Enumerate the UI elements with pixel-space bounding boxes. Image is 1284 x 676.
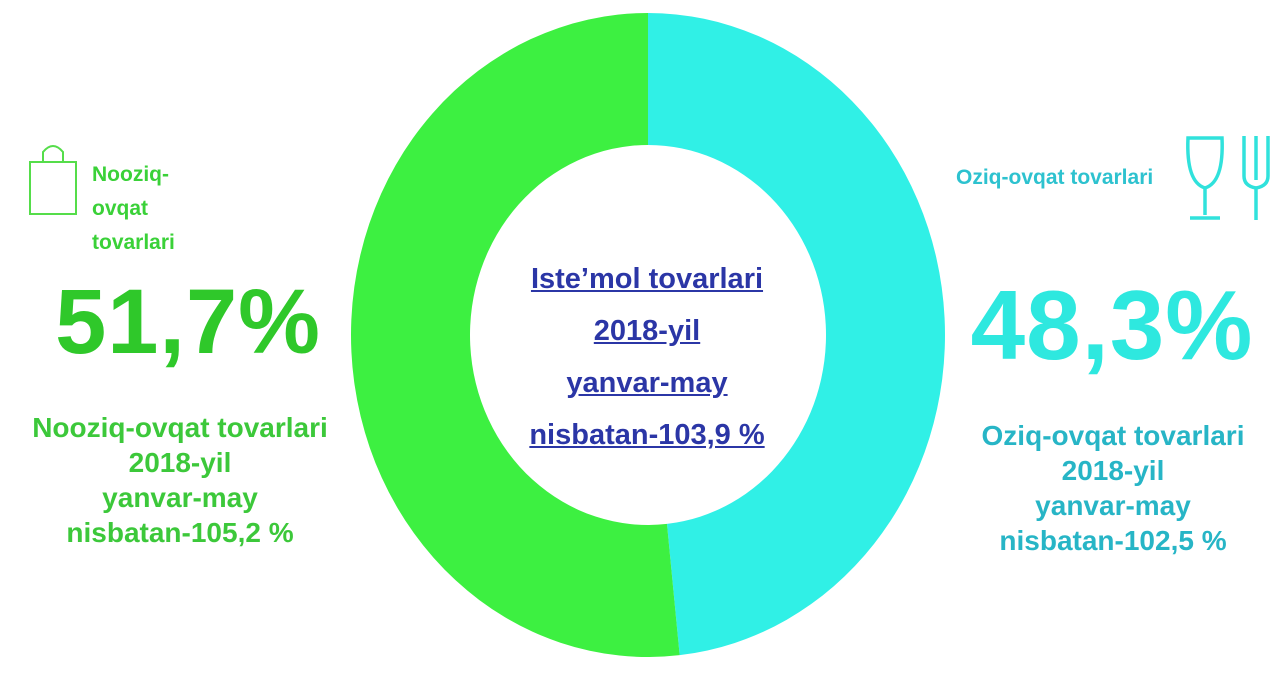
annotation: Oziq-ovqat tovarlari 2018-yil yanvar-may ni… bbox=[982, 418, 1245, 558]
value-label: 48,3% bbox=[970, 270, 1254, 380]
legend-label: Oziq-ovqat tovarlari bbox=[956, 166, 1154, 189]
annotation: Nooziq-ovqat tovarlari 2018-yil yanvar-may… bbox=[32, 410, 328, 550]
value-label: 51,7% bbox=[55, 271, 321, 373]
center-title-line: nisbatan-103,9 % bbox=[529, 419, 765, 451]
bag-icon bbox=[29, 145, 77, 215]
annotation-line: Oziq-ovqat tovarlari bbox=[981, 420, 1245, 451]
annotation-line: yanvar-may bbox=[1035, 490, 1191, 521]
dining-icon bbox=[1186, 136, 1270, 220]
annotation-line: 2018-yil bbox=[128, 447, 232, 478]
center-title-line: 2018-yil bbox=[593, 315, 701, 347]
center-title-line: yanvar-may bbox=[566, 367, 728, 399]
annotation-line: Nooziq-ovqat tovarlari bbox=[32, 412, 328, 443]
annotation-line: yanvar-may bbox=[102, 482, 258, 513]
annotation-line: nisbatan-105,2 % bbox=[66, 517, 294, 548]
donut-segment bbox=[648, 13, 946, 656]
legend-label: Nooziq-ovqat tovarlari bbox=[92, 163, 175, 254]
center-title-line: Iste’mol tovarlari bbox=[530, 263, 764, 295]
donut-segment bbox=[351, 13, 680, 657]
annotation-line: 2018-yil bbox=[1061, 455, 1165, 486]
annotation-line: nisbatan-102,5 % bbox=[999, 525, 1227, 556]
center-title: Iste’mol tovarlari 2018-yil yanvar-may nisb… bbox=[529, 253, 764, 461]
